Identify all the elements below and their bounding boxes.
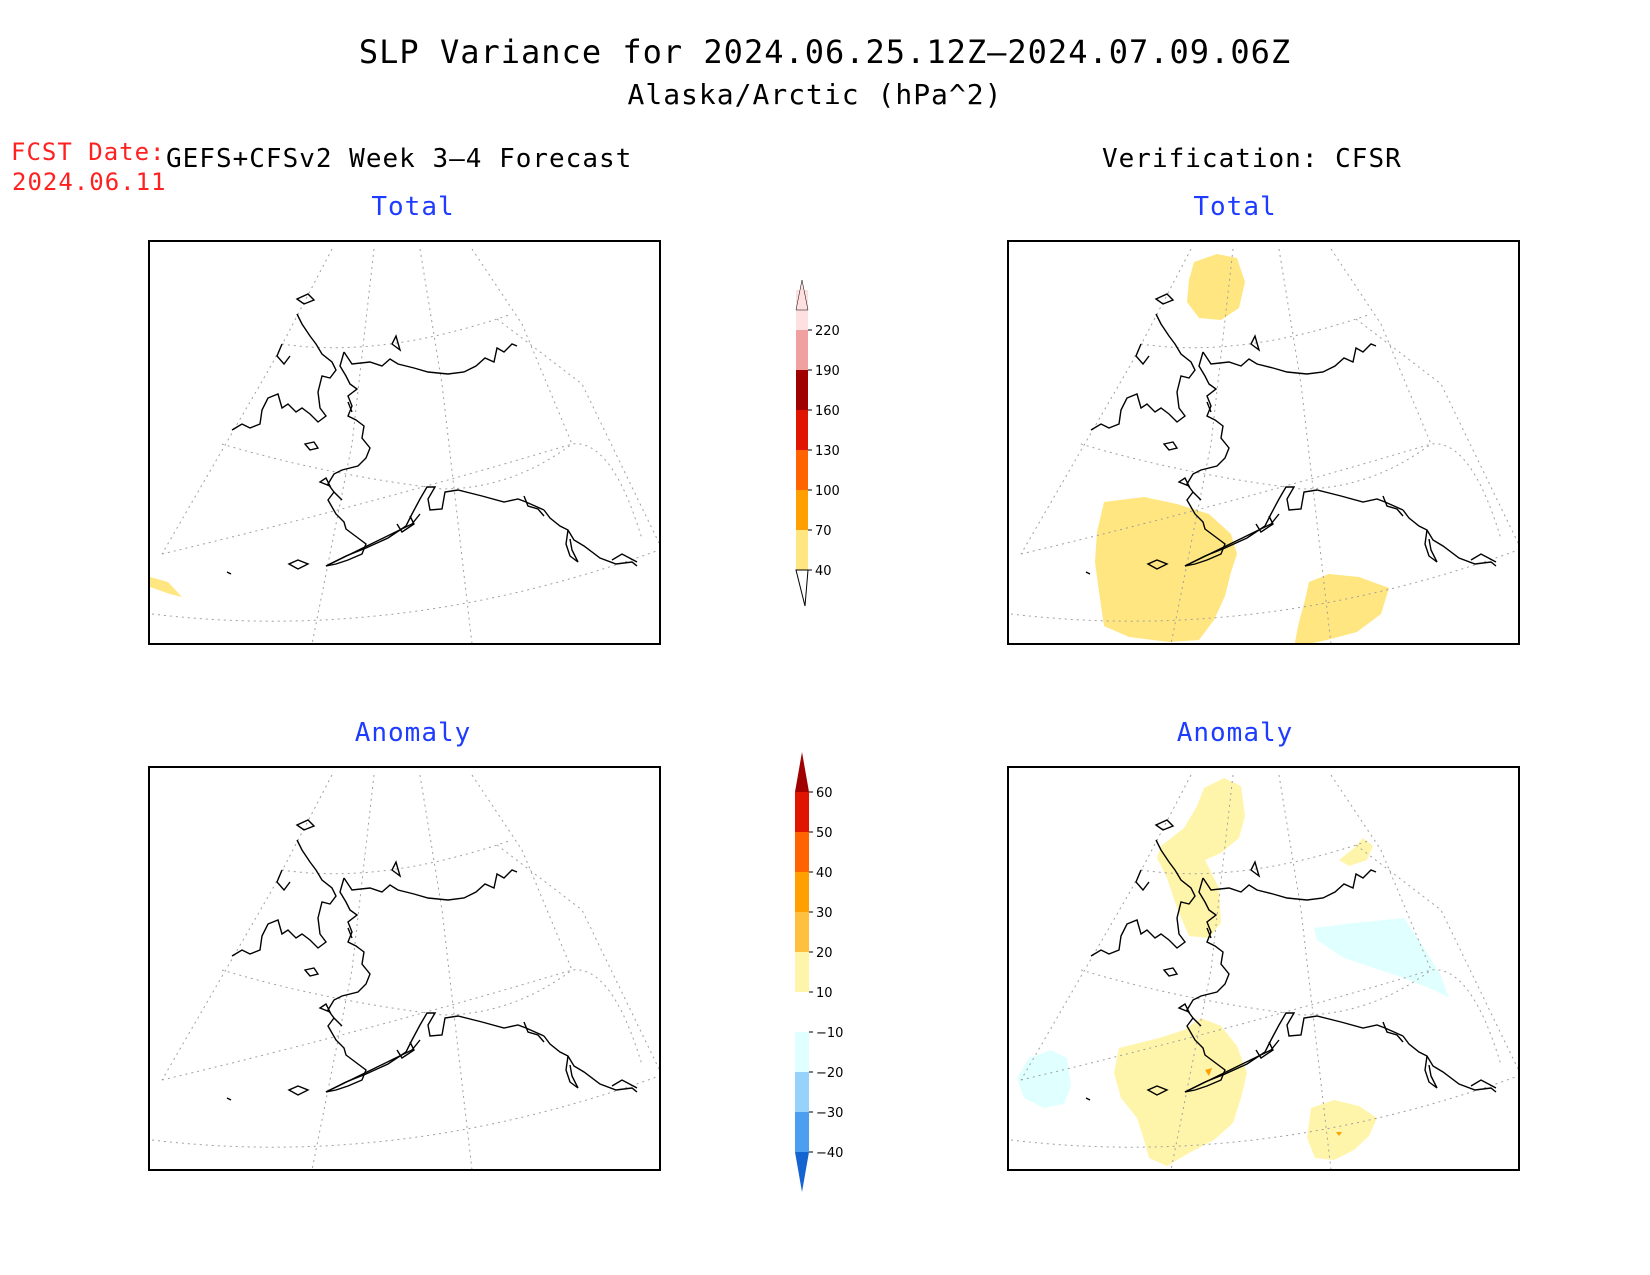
- anomaly-point: [1205, 1068, 1212, 1076]
- verification-total-map: [1007, 240, 1520, 645]
- colorbar-tick-label: 70: [815, 524, 832, 539]
- colorbar-swatch: [796, 530, 808, 570]
- anomaly-negative-region: [1314, 918, 1449, 998]
- colorbar-tick-label: 130: [815, 444, 840, 459]
- colorbar-tick-label: 40: [815, 564, 832, 579]
- colorbar-tick-label: −20: [816, 1066, 843, 1081]
- colorbar-swatch: [795, 1072, 809, 1112]
- colorbar-tick-label: 50: [816, 826, 833, 841]
- colorbar-swatch: [795, 1032, 809, 1072]
- colorbar-tick-label: 60: [816, 786, 833, 801]
- anomaly-positive-region: [1114, 1018, 1247, 1166]
- colorbar-tick-label: 10: [816, 986, 833, 1001]
- colorbar-tick-label: −10: [816, 1026, 843, 1041]
- anomaly-colorbar: 60 50 40 30 20 10 −10 −20 −30 −40: [795, 752, 843, 1192]
- colorbar-swatch: [795, 1112, 809, 1152]
- anomaly-positive-region: [1339, 838, 1373, 866]
- colorbar-swatch: [796, 490, 808, 530]
- forecast-date-label: FCST Date:: [11, 138, 166, 166]
- figure-subtitle: Alaska/Arctic (hPa^2): [627, 78, 1003, 111]
- colorbar-tick-label: 20: [816, 946, 833, 961]
- colorbar-swatch: [795, 992, 809, 1032]
- colorbar-tick-label: −40: [816, 1146, 843, 1161]
- colorbar-swatch: [795, 792, 809, 832]
- anomaly-point: [1336, 1132, 1342, 1136]
- colorbar-bottom-triangle: [795, 569, 809, 607]
- shaded-region: [1187, 254, 1245, 320]
- colorbar-top-triangle: [795, 280, 809, 311]
- shaded-region: [1095, 497, 1237, 642]
- shaded-region: [1294, 574, 1389, 643]
- colorbar-top-triangle: [795, 752, 809, 792]
- colorbar-tick-label: 190: [815, 364, 840, 379]
- colorbar-swatch: [795, 912, 809, 952]
- shaded-region: [150, 577, 182, 597]
- total-colorbar: 40 70 100 130 160 190 220: [795, 280, 840, 607]
- verification-anomaly-map: [1007, 766, 1520, 1171]
- colorbar-swatch: [796, 370, 808, 410]
- forecast-total-map: [148, 240, 661, 645]
- forecast-column-title: GEFS+CFSv2 Week 3–4 Forecast: [166, 144, 633, 174]
- anomaly-negative-region: [1017, 1050, 1071, 1108]
- colorbar-bottom-triangle: [795, 1152, 809, 1192]
- colorbar-tick-label: 160: [815, 404, 840, 419]
- colorbar-swatch: [795, 952, 809, 992]
- verification-total-title: Total: [1193, 192, 1277, 222]
- forecast-anomaly-title: Anomaly: [354, 718, 472, 748]
- colorbar-tick-label: 40: [816, 866, 833, 881]
- forecast-date-value: 2024.06.11: [12, 168, 167, 196]
- colorbar-swatch: [795, 872, 809, 912]
- figure-title: SLP Variance for 2024.06.25.12Z–2024.07.…: [358, 33, 1292, 71]
- colorbar-tick-label: 220: [815, 324, 840, 339]
- verification-column-title: Verification: CFSR: [1102, 144, 1402, 174]
- colorbar-tick-label: 100: [815, 484, 840, 499]
- colorbar-swatch: [795, 832, 809, 872]
- forecast-anomaly-map: [148, 766, 661, 1171]
- anomaly-positive-region: [1157, 778, 1245, 938]
- colorbar-tick-label: 30: [816, 906, 833, 921]
- colorbar-swatch: [796, 330, 808, 370]
- colorbar-swatch: [796, 450, 808, 490]
- colorbar-swatch: [796, 410, 808, 450]
- forecast-total-title: Total: [371, 192, 455, 222]
- verification-anomaly-title: Anomaly: [1176, 718, 1294, 748]
- colorbar-tick-label: −30: [816, 1106, 843, 1121]
